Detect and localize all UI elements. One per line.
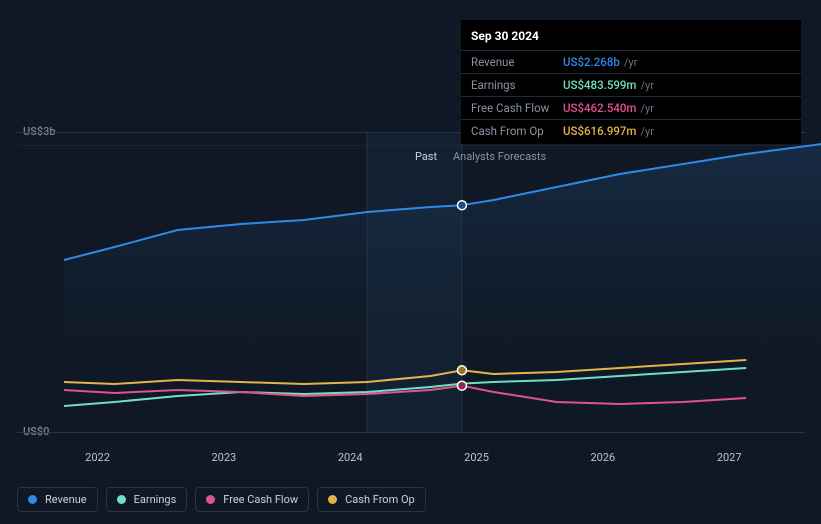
divider-label-forecast: Analysts Forecasts (453, 150, 546, 163)
legend-item[interactable]: Earnings (106, 487, 188, 512)
tooltip-row: Cash From OpUS$616.997m/yr (461, 120, 801, 142)
tooltip-row-unit: /yr (640, 79, 653, 92)
tooltip-date: Sep 30 2024 (461, 22, 801, 51)
tooltip-row-unit: /yr (640, 125, 653, 138)
tooltip-row-label: Earnings (471, 78, 563, 92)
chart-tooltip: Sep 30 2024 RevenueUS$2.268b/yrEarningsU… (461, 20, 801, 144)
x-axis-label: 2022 (85, 451, 110, 464)
legend-label: Free Cash Flow (223, 493, 298, 506)
tooltip-row: EarningsUS$483.599m/yr (461, 74, 801, 97)
x-axis-label: 2025 (464, 451, 489, 464)
x-axis-label: 2026 (590, 451, 615, 464)
legend-swatch (206, 495, 215, 504)
tooltip-row: Free Cash FlowUS$462.540m/yr (461, 97, 801, 120)
tooltip-row-value: US$462.540m (563, 101, 636, 115)
x-axis-label: 2023 (211, 451, 236, 464)
legend-item[interactable]: Revenue (17, 487, 98, 512)
legend-swatch (117, 495, 126, 504)
legend-swatch (328, 495, 337, 504)
tooltip-row-value: US$616.997m (563, 124, 636, 138)
x-axis-label: 2027 (717, 451, 742, 464)
tooltip-row-label: Cash From Op (471, 124, 563, 138)
chart-legend: Revenue Earnings Free Cash Flow Cash From O… (17, 487, 426, 512)
tooltip-row: RevenueUS$2.268b/yr (461, 51, 801, 74)
series-marker (457, 366, 466, 375)
legend-label: Earnings (134, 493, 177, 506)
legend-label: Cash From Op (345, 493, 415, 506)
tooltip-row-unit: /yr (640, 102, 653, 115)
tooltip-row-label: Revenue (471, 55, 563, 69)
legend-item[interactable]: Cash From Op (317, 487, 426, 512)
tooltip-row-value: US$483.599m (563, 78, 636, 92)
tooltip-row-value: US$2.268b (563, 55, 620, 69)
tooltip-row-unit: /yr (624, 56, 637, 69)
divider-label-past: Past (415, 150, 437, 163)
legend-swatch (28, 495, 37, 504)
series-marker (457, 381, 466, 390)
chart-plot (64, 132, 821, 442)
legend-label: Revenue (45, 493, 87, 506)
tooltip-row-label: Free Cash Flow (471, 101, 563, 115)
legend-item[interactable]: Free Cash Flow (195, 487, 309, 512)
series-marker (457, 201, 466, 210)
x-axis-label: 2024 (338, 451, 363, 464)
